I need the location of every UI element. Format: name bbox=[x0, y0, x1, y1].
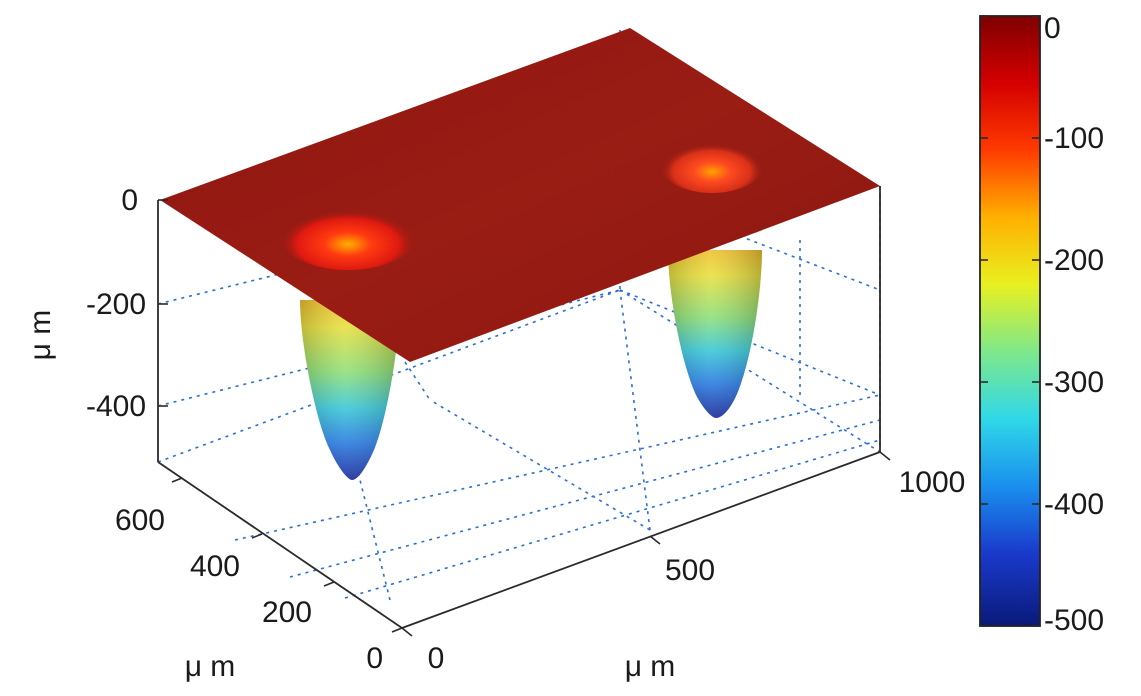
colorbar-tick-label: 0 bbox=[1044, 12, 1061, 45]
colorbar-tick-label: -200 bbox=[1044, 244, 1104, 277]
y-tick-mark bbox=[251, 533, 263, 539]
y-tick-label: 400 bbox=[190, 550, 240, 583]
grid-line bbox=[619, 289, 881, 453]
z-tick-label: -400 bbox=[86, 390, 146, 423]
grid-line bbox=[289, 419, 881, 578]
colorbar-tick-label: -400 bbox=[1044, 488, 1104, 521]
y-tick-mark bbox=[171, 477, 183, 483]
x-tick-mark bbox=[649, 535, 661, 545]
grid-line bbox=[404, 361, 431, 401]
surface-top bbox=[160, 28, 880, 362]
z-axis-label: μ m bbox=[24, 310, 57, 361]
colorbar-tick-label: -100 bbox=[1044, 122, 1104, 155]
x-axis-label: μ m bbox=[625, 650, 676, 683]
x-tick-mark bbox=[401, 627, 413, 637]
z-tick-label: 0 bbox=[121, 184, 138, 217]
colorbar-tick-label: -300 bbox=[1044, 366, 1104, 399]
well-right-shade bbox=[668, 250, 762, 418]
y-tick-label: 0 bbox=[366, 642, 383, 675]
y-tick-label: 200 bbox=[262, 596, 312, 629]
colorbar: 0 -100 -200 -300 -400 -500 bbox=[979, 12, 1104, 637]
grid-line bbox=[429, 399, 651, 531]
floor-grid bbox=[157, 289, 881, 601]
colorbar-ticks: 0 -100 -200 -300 -400 -500 bbox=[980, 12, 1104, 637]
y-tick-label: 600 bbox=[115, 504, 165, 537]
x-tick-mark bbox=[879, 451, 891, 461]
grid-line bbox=[619, 289, 651, 531]
well-right bbox=[668, 250, 762, 418]
grid-line bbox=[234, 394, 881, 541]
well-left bbox=[300, 300, 400, 480]
well-left-shade bbox=[300, 300, 400, 480]
grid-line bbox=[344, 439, 881, 599]
floor-grid-front bbox=[404, 361, 431, 401]
x-tick-label: 1000 bbox=[899, 466, 966, 499]
axes bbox=[157, 186, 891, 637]
y-tick-mark bbox=[323, 581, 335, 587]
grid-line bbox=[619, 289, 881, 396]
z-axis-ticks: 0 -200 -400 bbox=[86, 184, 146, 423]
colorbar-tick-label: -500 bbox=[1044, 604, 1104, 637]
y-axis-line bbox=[157, 461, 403, 629]
grid-line bbox=[619, 189, 881, 291]
y-axis-label: μ m bbox=[185, 650, 236, 683]
surface-dimple-right bbox=[660, 137, 764, 193]
y-axis-ticks: 600 400 200 0 bbox=[115, 504, 383, 675]
grid-line bbox=[339, 399, 391, 601]
colorbar-gradient bbox=[979, 15, 1041, 627]
z-tick-label: -200 bbox=[86, 288, 146, 321]
x-tick-label: 500 bbox=[665, 554, 715, 587]
surface-top-plate bbox=[160, 28, 880, 362]
x-axis-ticks: 0 500 1000 bbox=[428, 466, 966, 675]
x-tick-label: 0 bbox=[428, 642, 445, 675]
grid-line bbox=[157, 289, 621, 463]
y-tick-mark bbox=[391, 627, 403, 633]
x-axis-line bbox=[401, 451, 881, 629]
surface-dimple-left bbox=[280, 202, 416, 270]
